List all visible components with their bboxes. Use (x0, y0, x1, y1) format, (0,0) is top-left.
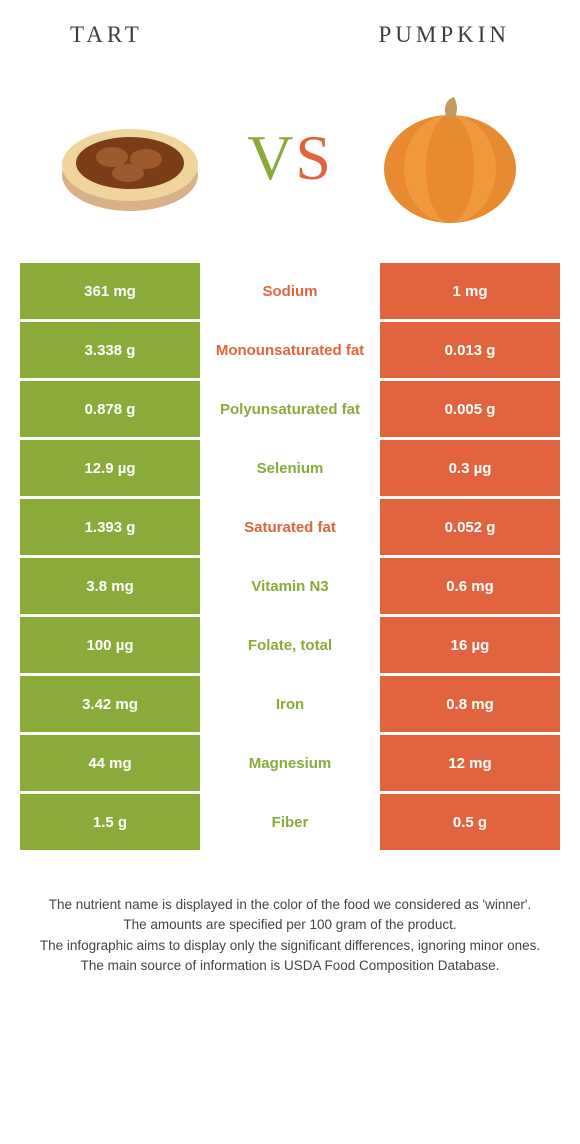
left-value: 3.42 mg (20, 676, 200, 732)
vs-v: V (247, 122, 295, 193)
right-value: 0.005 g (380, 381, 560, 437)
table-row: 0.878 gPolyunsaturated fat0.005 g (20, 381, 560, 437)
nutrient-label: Sodium (203, 263, 377, 319)
right-value: 0.6 mg (380, 558, 560, 614)
left-value: 0.878 g (20, 381, 200, 437)
nutrient-label: Iron (203, 676, 377, 732)
header-row: Tart Pumpkin (20, 0, 560, 58)
vs-row: VS (20, 58, 560, 263)
left-value: 1.393 g (20, 499, 200, 555)
nutrient-label: Polyunsaturated fat (203, 381, 377, 437)
right-value: 0.5 g (380, 794, 560, 850)
table-row: 12.9 µgSelenium0.3 µg (20, 440, 560, 496)
footnotes: The nutrient name is displayed in the co… (20, 850, 560, 976)
left-value: 100 µg (20, 617, 200, 673)
table-row: 3.8 mgVitamin N30.6 mg (20, 558, 560, 614)
nutrient-label: Saturated fat (203, 499, 377, 555)
footnote-line: The infographic aims to display only the… (35, 936, 545, 956)
right-value: 0.052 g (380, 499, 560, 555)
footnote-line: The main source of information is USDA F… (35, 956, 545, 976)
nutrient-label: Monounsaturated fat (203, 322, 377, 378)
left-value: 3.8 mg (20, 558, 200, 614)
comparison-table: 361 mgSodium1 mg3.338 gMonounsaturated f… (20, 263, 560, 850)
footnote-line: The amounts are specified per 100 gram o… (35, 915, 545, 935)
left-value: 44 mg (20, 735, 200, 791)
table-row: 3.338 gMonounsaturated fat0.013 g (20, 322, 560, 378)
table-row: 3.42 mgIron0.8 mg (20, 676, 560, 732)
footnote-line: The nutrient name is displayed in the co… (35, 895, 545, 915)
right-value: 1 mg (380, 263, 560, 319)
nutrient-label: Magnesium (203, 735, 377, 791)
left-value: 361 mg (20, 263, 200, 319)
left-value: 3.338 g (20, 322, 200, 378)
vs-s: S (295, 122, 333, 193)
tart-image (50, 83, 210, 233)
left-food-title: Tart (70, 22, 143, 48)
nutrient-label: Fiber (203, 794, 377, 850)
nutrient-label: Folate, total (203, 617, 377, 673)
table-row: 1.393 gSaturated fat0.052 g (20, 499, 560, 555)
right-value: 0.3 µg (380, 440, 560, 496)
nutrient-label: Vitamin N3 (203, 558, 377, 614)
table-row: 361 mgSodium1 mg (20, 263, 560, 319)
right-value: 0.8 mg (380, 676, 560, 732)
pumpkin-image (370, 83, 530, 233)
nutrient-label: Selenium (203, 440, 377, 496)
right-value: 16 µg (380, 617, 560, 673)
right-value: 12 mg (380, 735, 560, 791)
vs-label: VS (247, 121, 333, 195)
left-value: 1.5 g (20, 794, 200, 850)
right-value: 0.013 g (380, 322, 560, 378)
right-food-title: Pumpkin (378, 22, 510, 48)
table-row: 44 mgMagnesium12 mg (20, 735, 560, 791)
table-row: 1.5 gFiber0.5 g (20, 794, 560, 850)
table-row: 100 µgFolate, total16 µg (20, 617, 560, 673)
left-value: 12.9 µg (20, 440, 200, 496)
